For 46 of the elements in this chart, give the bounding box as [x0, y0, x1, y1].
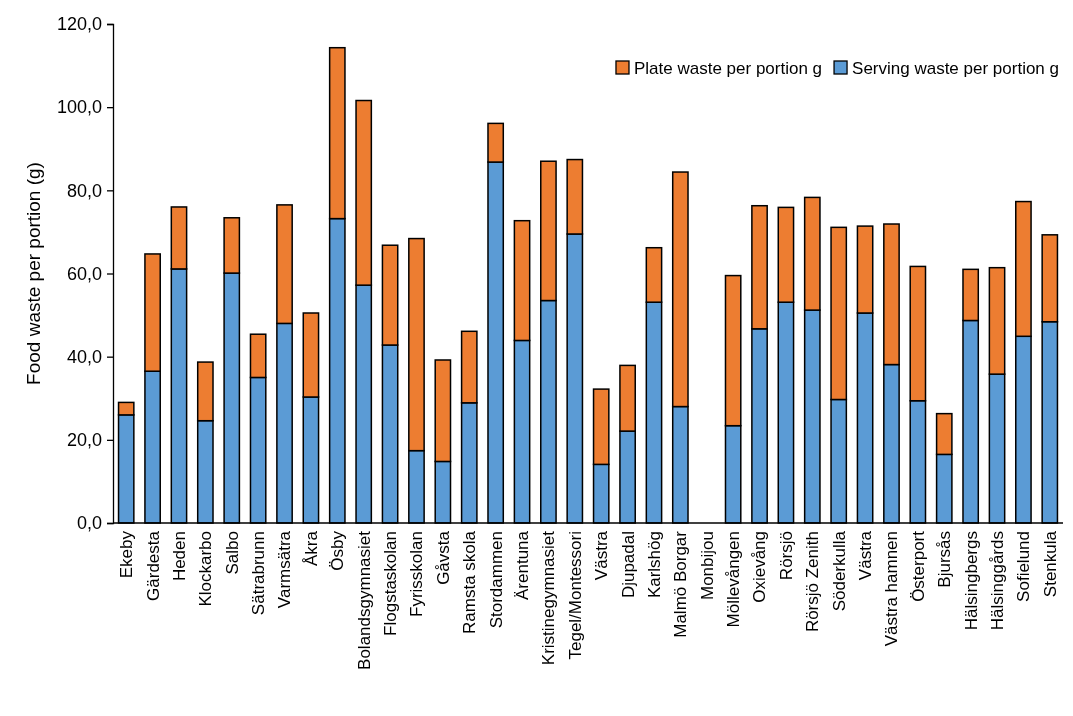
legend-label: Plate waste per portion g — [633, 58, 823, 78]
x-tick-label: Karlshög — [644, 531, 664, 599]
y-tick-label: 60,0 — [66, 263, 102, 284]
x-tick-label: Ösby — [328, 530, 348, 571]
x-tick-label: Djupadal — [618, 531, 638, 599]
x-tick-label: Gärdesta — [143, 530, 163, 601]
x-tick-label: Västra — [856, 530, 876, 581]
x-tick-label: Stenkula — [1040, 530, 1060, 598]
x-tick-label: Kristinegymnasiet — [539, 530, 559, 666]
y-tick-label: 100,0 — [56, 97, 102, 118]
x-tick-label: Monbijou — [697, 531, 717, 600]
x-tick-label: Bjursås — [935, 531, 955, 588]
x-tick-label: Ärentuna — [512, 530, 532, 600]
y-tick-label: 0,0 — [76, 513, 102, 534]
x-tick-label: Tegel/Montessori — [565, 531, 585, 660]
x-tick-label: Oxievång — [750, 531, 770, 603]
x-tick-label: Salbo — [222, 531, 242, 575]
x-tick-label: Möllevången — [724, 531, 744, 628]
y-tick-label: 80,0 — [66, 180, 102, 201]
x-tick-label: Västra — [592, 530, 612, 581]
legend-label: Serving waste per portion g — [852, 58, 1059, 78]
x-tick-label: Heden — [169, 531, 189, 582]
x-tick-label: Söderkulla — [829, 530, 849, 612]
y-axis-title: Food waste per portion (g) — [23, 162, 44, 385]
x-tick-label: Gåvsta — [433, 530, 453, 585]
x-tick-label: Rörsjö — [776, 531, 796, 581]
x-tick-label: Varmsätra — [275, 530, 295, 609]
x-tick-label: Klockarbo — [196, 531, 216, 607]
x-tick-label: Stordammen — [486, 531, 506, 629]
x-tick-label: Bolandsgymnasiet — [354, 530, 374, 670]
x-tick-label: Ekeby — [117, 530, 137, 579]
x-tick-label: Hälsingbergs — [961, 531, 981, 631]
x-tick-label: Sätrabrunn — [249, 531, 269, 616]
y-tick-label: 120,0 — [56, 14, 102, 35]
x-tick-label: Malmö Borgar — [671, 530, 691, 638]
x-tick-label: Åkra — [301, 530, 321, 566]
x-tick-label: Hälsinggårds — [987, 531, 1007, 631]
x-tick-label: Västra hamnen — [882, 531, 902, 647]
x-tick-label: Sofielund — [1014, 531, 1034, 602]
x-tick-label: Österport — [908, 530, 928, 602]
x-tick-label: Fyrisskolan — [407, 531, 427, 617]
y-tick-label: 40,0 — [66, 346, 102, 367]
x-tick-label: Rörsjö Zenith — [803, 531, 823, 633]
y-tick-label: 20,0 — [66, 430, 102, 451]
x-tick-label: Ramsta skola — [460, 530, 480, 634]
x-tick-label: Flogstaskolan — [381, 531, 401, 636]
